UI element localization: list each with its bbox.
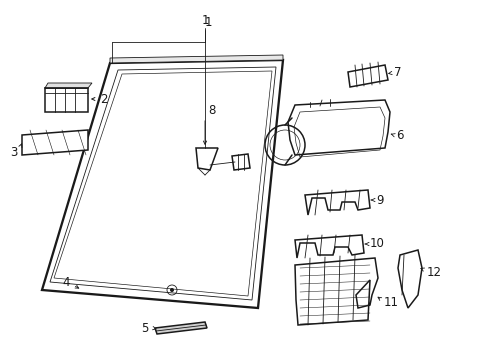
Polygon shape [22,130,88,155]
Polygon shape [42,60,283,308]
Text: 1: 1 [201,14,208,27]
Text: 8: 8 [207,104,215,117]
Polygon shape [231,154,249,170]
Text: 10: 10 [369,237,384,249]
Polygon shape [397,250,421,308]
Text: 1: 1 [204,15,211,28]
Polygon shape [347,65,387,87]
Polygon shape [287,100,389,155]
Polygon shape [45,83,92,88]
Polygon shape [155,322,206,334]
Text: 11: 11 [383,296,398,309]
Polygon shape [305,190,369,215]
Polygon shape [110,55,283,63]
Polygon shape [196,148,218,170]
Polygon shape [294,258,377,325]
Text: 2: 2 [100,93,107,105]
Text: 3: 3 [11,145,18,158]
Polygon shape [294,235,363,258]
Text: 6: 6 [395,129,403,141]
Text: 5: 5 [141,321,148,334]
Text: 12: 12 [426,266,441,279]
Text: 9: 9 [375,194,383,207]
Text: 7: 7 [393,66,401,78]
Polygon shape [45,88,88,112]
Text: 4: 4 [62,276,70,289]
Circle shape [170,288,174,292]
